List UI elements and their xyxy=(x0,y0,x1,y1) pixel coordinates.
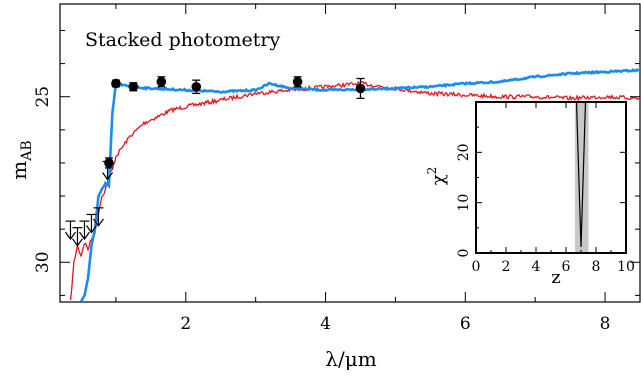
inset-x-tick-label-6: 6 xyxy=(562,259,571,275)
data-point-5 xyxy=(292,77,303,87)
x-tick-label-6: 6 xyxy=(460,314,471,334)
inset-shaded-range xyxy=(575,102,589,253)
data-point-3 xyxy=(156,77,167,87)
inset-background xyxy=(476,102,626,253)
upper-limit-arrow-3 xyxy=(78,231,90,241)
inset-y-tick-label-10: 10 xyxy=(456,194,472,212)
upper-limit-arrow-6 xyxy=(102,172,114,181)
y-axis-label: mAB xyxy=(7,140,35,179)
spectrum-line-1 xyxy=(69,80,640,301)
upper-limit-arrow-4 xyxy=(85,225,97,234)
inset-x-tick-label-4: 4 xyxy=(532,259,541,275)
x-axis-label: λ/μm xyxy=(325,347,376,371)
inset-x-tick-label-2: 2 xyxy=(502,259,511,275)
y-axis-label-sub: AB xyxy=(19,140,35,161)
data-point-4 xyxy=(191,81,202,92)
inset-x-tick-label-10: 10 xyxy=(617,259,635,275)
x-tick-label-2: 2 xyxy=(180,314,191,334)
upper-limit-arrow-5 xyxy=(92,218,104,227)
chart-title: Stacked photometry xyxy=(85,29,280,51)
photometry-points xyxy=(64,76,366,247)
inset-y-label: χ2 xyxy=(425,167,449,186)
main-plot-frame xyxy=(59,3,641,303)
data-point-2 xyxy=(128,81,139,92)
inset-chi2-plot xyxy=(575,101,589,253)
x-tick-label-8: 8 xyxy=(600,314,611,334)
y-tick-label-25: 25 xyxy=(33,86,53,108)
inset-axis-ticks: 0 2 4 6 8 10 0 10 20 xyxy=(456,102,635,275)
x-tick-label-4: 4 xyxy=(320,314,331,334)
inset-x-tick-label-8: 8 xyxy=(592,259,601,275)
main-axis-ticks: 2 4 6 8 25 30 xyxy=(33,4,640,334)
upper-limit-arrow-1 xyxy=(64,231,76,241)
inset-y-label-main: χ xyxy=(428,174,449,185)
inset-y-tick-label-20: 20 xyxy=(456,143,472,161)
inset-x-label: z xyxy=(551,267,560,288)
data-point-7 xyxy=(104,158,114,168)
y-tick-label-30: 30 xyxy=(33,251,53,273)
data-point-6 xyxy=(355,83,366,94)
inset-x-tick-label-0: 0 xyxy=(472,259,481,275)
inset-y-tick-label-0: 0 xyxy=(456,249,472,258)
upper-limit-arrow-2 xyxy=(71,238,83,247)
chi2-curve xyxy=(575,101,587,248)
y-axis-label-main: m xyxy=(7,161,31,180)
data-point-1 xyxy=(111,78,121,89)
inset-y-label-sup: 2 xyxy=(425,167,439,175)
